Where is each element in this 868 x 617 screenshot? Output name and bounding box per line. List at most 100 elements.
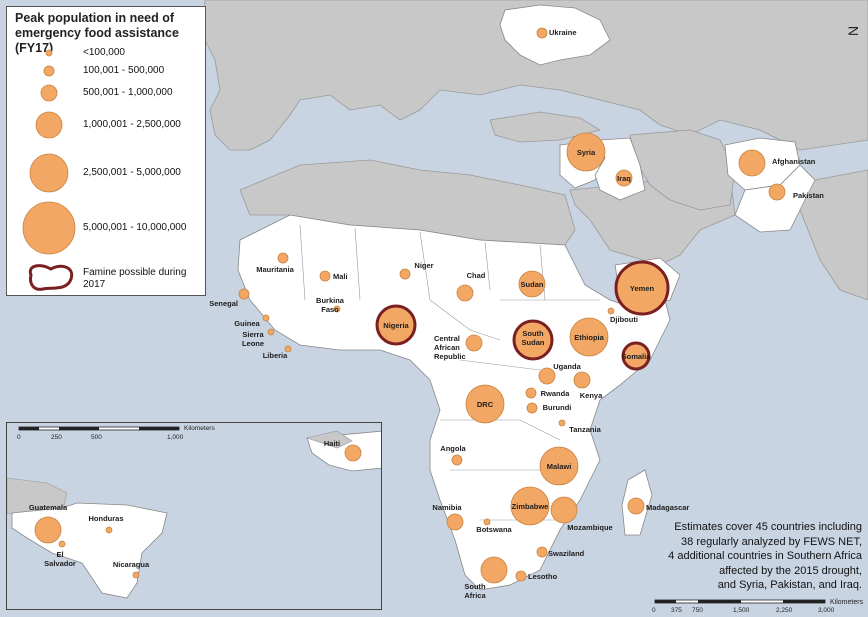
label-niger: Niger [414, 261, 433, 270]
label-kenya: Kenya [580, 391, 603, 400]
bubble-djibouti [607, 307, 615, 315]
bubble-afghanistan [738, 149, 766, 177]
note-line-0: Estimates cover 45 countries including [674, 521, 862, 533]
label-ethiopia: Ethiopia [574, 333, 604, 342]
bubble-mauritania [277, 252, 289, 264]
inset-scale-unit: Kilometers [184, 425, 215, 432]
coverage-note: Estimates cover 45 countries including 3… [612, 520, 862, 593]
bubble-niger [399, 268, 411, 280]
note-line-4: and Syria, Pakistan, and Iraq. [717, 579, 862, 591]
label-burkina-faso: Burkina Faso [316, 296, 345, 314]
legend-symbols [22, 49, 76, 291]
bubble-sudan [518, 270, 546, 298]
label-iraq: Iraq [617, 174, 631, 183]
legend-famine-label-2: 2017 [83, 279, 106, 290]
label-namibia: Namibia [432, 503, 462, 512]
bubble-layer [238, 27, 786, 584]
bubble-el-salvador [58, 540, 66, 548]
bubble-tanzania [558, 419, 566, 427]
bubble-chad [456, 284, 474, 302]
bubble-yemen [614, 260, 670, 316]
bubble-syria [566, 132, 606, 172]
bubble-drc [465, 384, 505, 424]
bubble-nigeria [375, 304, 417, 346]
bubble-malawi [539, 446, 579, 486]
legend-label-2: 500,001 - 1,000,000 [83, 87, 173, 98]
bubble-botswana [483, 518, 491, 526]
legend-label-0: <100,000 [83, 47, 125, 58]
label-haiti: Haiti [324, 439, 340, 448]
inset-land-other [305, 430, 353, 449]
note-line-1: 38 regularly analyzed by FEWS NET, [681, 535, 862, 548]
legend-famine-label-1: Famine possible during [83, 267, 187, 278]
label-central-african-republic: Central African Republic [434, 334, 466, 361]
bubble-mali [319, 270, 331, 282]
main-scale-bar: Kilometers 0 375 750 1,500 2,250 3,000 [652, 599, 864, 614]
land-india [799, 169, 868, 301]
legend-symbol-3 [35, 111, 63, 139]
inset-label-layer: Haiti Guatemala Honduras El Salvador Nicaragu… [29, 439, 340, 569]
bubble-pakistan [768, 183, 786, 201]
inset-scale-bar: Kilometers 0 250 500 1,000 [17, 425, 215, 441]
land-iraq [594, 137, 646, 201]
label-zimbabwe: Zimbabwe [512, 502, 549, 511]
bubble-nicaragua [132, 571, 140, 579]
label-south-sudan: South Sudan [522, 329, 545, 347]
bubble-guinea [262, 314, 270, 322]
label-guatemala: Guatemala [29, 503, 68, 512]
label-liberia: Liberia [263, 351, 288, 360]
label-somalia: Somalia [622, 352, 652, 361]
bubble-namibia [446, 513, 464, 531]
main-scale-tick-0: 0 [652, 607, 656, 614]
land-europe [204, 0, 868, 151]
bubble-zimbabwe [510, 486, 550, 526]
label-tanzania: Tanzania [569, 425, 601, 434]
main-scale-unit: Kilometers [830, 599, 864, 606]
main-scale-tick-5: 3,000 [818, 607, 835, 614]
label-honduras: Honduras [88, 514, 123, 523]
label-malawi: Malawi [547, 462, 572, 471]
inset-bubble-layer [34, 444, 362, 579]
label-syria: Syria [577, 148, 596, 157]
legend: Peak population in need of emergency foo… [6, 6, 206, 296]
label-mauritania: Mauritania [256, 265, 294, 274]
legend-symbol-5 [22, 201, 76, 255]
bubble-liberia [284, 345, 292, 353]
label-mozambique: Mozambique [567, 523, 612, 532]
legend-symbol-4 [29, 153, 69, 193]
label-burundi: Burundi [543, 403, 572, 412]
label-pakistan: Pakistan [793, 191, 824, 200]
inset-scale-tick-0: 0 [17, 434, 21, 441]
inset-scale-tick-1: 250 [51, 434, 62, 441]
inset-map: Kilometers 0 250 500 1,000 Haiti Guatemal… [6, 422, 382, 610]
label-drc: DRC [477, 400, 494, 409]
bubble-madagascar [627, 497, 645, 515]
main-scale-tick-1: 375 [671, 607, 682, 614]
note-line-3: affected by the 2015 drought, [719, 564, 862, 577]
label-uganda: Uganda [553, 362, 581, 371]
bubble-haiti [344, 444, 362, 462]
famine-ring-legend-icon [28, 264, 74, 291]
label-lesotho: Lesotho [528, 572, 558, 581]
label-senegal: Senegal [209, 299, 238, 308]
bubble-guatemala [34, 516, 62, 544]
land-africa [237, 214, 671, 591]
bubble-swaziland [536, 546, 548, 558]
bubble-ukraine [536, 27, 548, 39]
label-rwanda: Rwanda [541, 389, 571, 398]
label-guinea: Guinea [234, 319, 260, 328]
label-chad: Chad [467, 271, 486, 280]
bubble-south-sudan [512, 319, 554, 361]
inset-scale-tick-3: 1,000 [167, 434, 184, 441]
label-djibouti: Djibouti [610, 315, 638, 324]
bubble-honduras [105, 526, 113, 534]
bubble-central-african-republic [465, 334, 483, 352]
label-sierra-leone: Sierra Leone [242, 330, 265, 348]
label-sudan: Sudan [521, 280, 544, 289]
legend-symbol-2 [40, 84, 58, 102]
label-madagascar: Madagascar [646, 503, 689, 512]
legend-symbol-1 [43, 65, 55, 77]
legend-symbol-0 [45, 49, 53, 57]
label-mali: Mali [333, 272, 348, 281]
